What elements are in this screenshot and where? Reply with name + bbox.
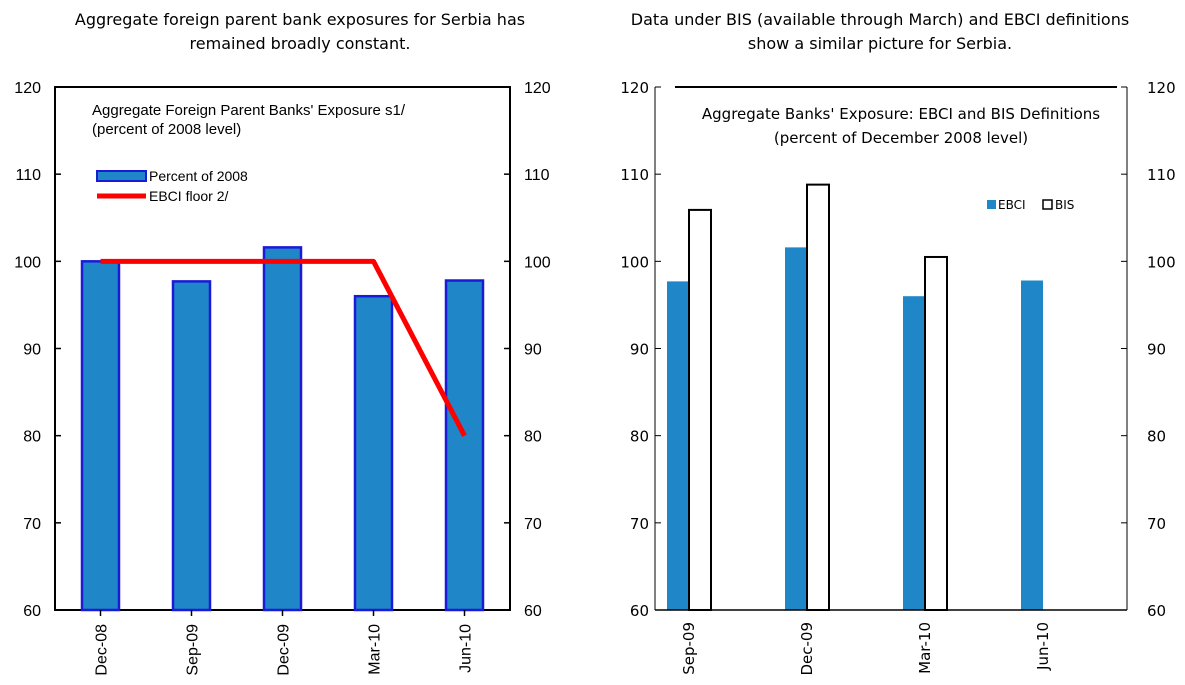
- right-ytick-label: 100: [620, 253, 649, 271]
- left-ytick-label-secondary: 90: [524, 342, 542, 359]
- right-legend-bis-label: BIS: [1055, 198, 1074, 212]
- right-xtick-label: Dec-09: [798, 622, 816, 676]
- right-chart-subtitle: (percent of December 2008 level): [774, 129, 1028, 147]
- right-ytick-label-secondary: 80: [1147, 428, 1166, 446]
- left-ytick-label-secondary: 60: [524, 603, 542, 620]
- right-ytick-label: 110: [620, 166, 649, 184]
- left-ytick-label-secondary: 110: [524, 167, 550, 184]
- left-chart-caption: Aggregate foreign parent bank exposures …: [74, 10, 526, 53]
- right-legend-bis-swatch: [1042, 199, 1053, 210]
- left-xtick-label: Dec-09: [276, 624, 293, 676]
- left-ytick-label-secondary: 100: [524, 254, 551, 271]
- right-ytick-label: 60: [630, 602, 649, 620]
- left-legend-line-label: EBCI floor 2/: [149, 188, 228, 204]
- left-ytick-label: 90: [23, 342, 41, 359]
- right-legend-ebci-label: EBCI: [998, 198, 1026, 212]
- left-legend-bar-label: Percent of 2008: [149, 168, 248, 184]
- right-bis-bar: [688, 208, 712, 611]
- left-chart-title: Aggregate Foreign Parent Banks' Exposure…: [92, 102, 406, 119]
- right-chart-title: Aggregate Banks' Exposure: EBCI and BIS …: [702, 105, 1100, 123]
- left-ytick-label: 70: [23, 516, 41, 533]
- right-ebci-bar: [1021, 280, 1043, 610]
- right-ytick-label-secondary: 120: [1147, 79, 1176, 97]
- right-bis-bar: [806, 183, 830, 611]
- left-ebci-floor-line: [100, 258, 467, 437]
- right-ytick-label-secondary: 90: [1147, 341, 1166, 359]
- right-xtick-label: Jun-10: [1034, 622, 1052, 671]
- right-ytick-label: 70: [630, 515, 649, 533]
- left-ytick-label-secondary: 70: [524, 516, 542, 533]
- right-legend-ebci-swatch: [987, 200, 996, 209]
- right-ebci-bar: [667, 281, 689, 610]
- right-xtick-label: Sep-09: [680, 622, 698, 675]
- right-ebci-bar: [903, 296, 925, 610]
- left-bar: [262, 246, 303, 612]
- right-ytick-label: 80: [630, 428, 649, 446]
- right-ytick-label: 120: [620, 79, 649, 97]
- left-bar: [353, 294, 394, 612]
- left-bar: [80, 260, 121, 612]
- left-ytick-label-secondary: 120: [524, 80, 551, 97]
- right-ytick-label-secondary: 100: [1147, 253, 1176, 271]
- right-ebci-bar: [785, 247, 807, 611]
- left-legend-bar-swatch: [96, 170, 147, 182]
- left-bar: [444, 279, 485, 612]
- left-ytick-label-secondary: 80: [524, 429, 542, 446]
- left-ytick-label: 60: [23, 603, 41, 620]
- left-ytick-label: 110: [15, 167, 41, 184]
- right-xtick-label: Mar-10: [916, 622, 934, 674]
- left-chart-subtitle: (percent of 2008 level): [92, 121, 241, 138]
- left-xtick-label: Sep-09: [185, 624, 202, 676]
- left-ytick-label: 100: [14, 254, 41, 271]
- right-ytick-label-secondary: 60: [1147, 602, 1166, 620]
- left-xtick-label: Mar-10: [367, 624, 384, 675]
- left-xtick-label: Dec-08: [94, 624, 111, 676]
- left-bar: [171, 280, 212, 612]
- left-ytick-label: 120: [14, 80, 41, 97]
- left-ytick-label: 80: [23, 429, 41, 446]
- right-ytick-label-secondary: 110: [1147, 166, 1176, 184]
- left-xtick-label: Jun-10: [458, 624, 475, 673]
- right-chart-caption: Data under BIS (available through March)…: [630, 10, 1130, 53]
- right-ytick-label: 90: [630, 341, 649, 359]
- right-ytick-label-secondary: 70: [1147, 515, 1166, 533]
- right-bis-bar: [924, 255, 948, 611]
